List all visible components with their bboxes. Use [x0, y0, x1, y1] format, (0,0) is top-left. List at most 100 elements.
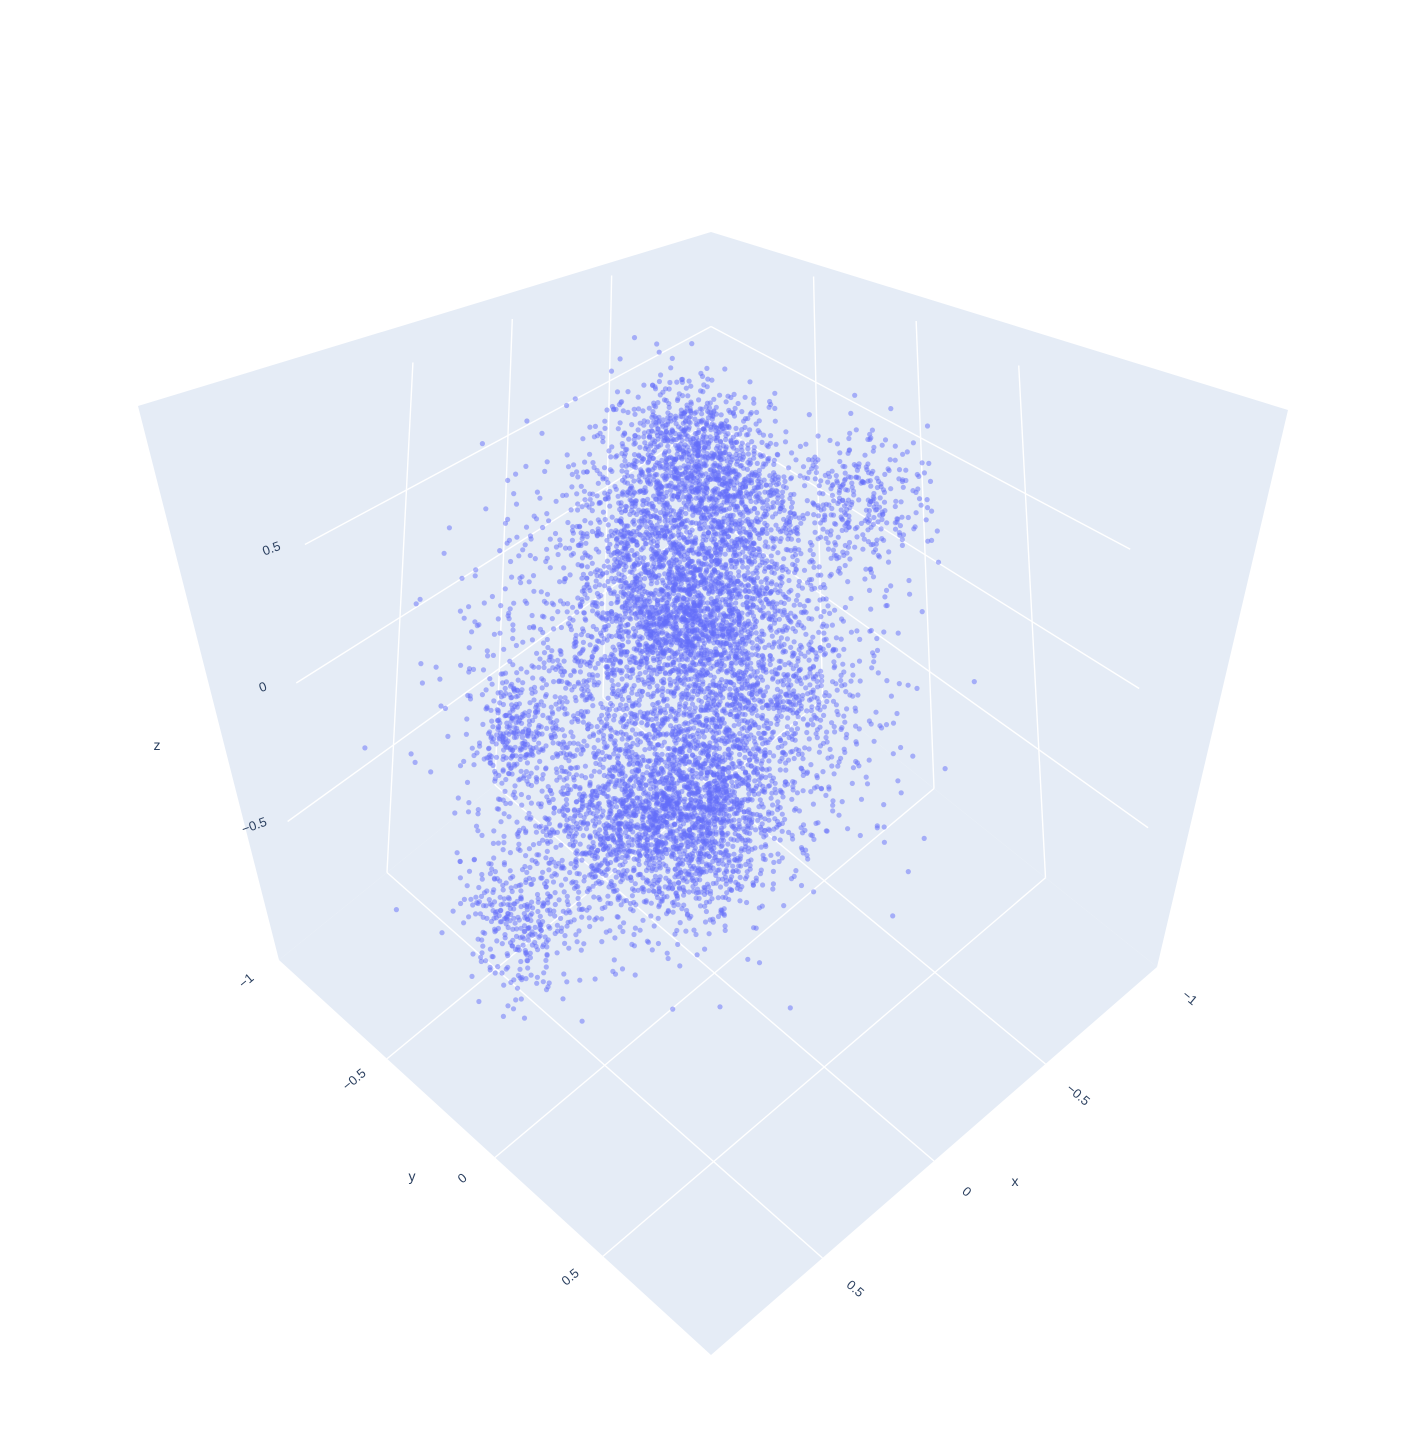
scatter-point[interactable]: [583, 552, 589, 558]
scatter-point[interactable]: [882, 594, 888, 600]
scatter-point[interactable]: [605, 861, 611, 867]
scatter-point[interactable]: [789, 796, 795, 802]
scatter-point[interactable]: [528, 800, 535, 806]
scatter-point[interactable]: [682, 504, 689, 510]
scatter-point[interactable]: [627, 485, 634, 491]
scatter-point[interactable]: [601, 740, 607, 746]
scatter-point[interactable]: [839, 527, 845, 534]
scatter-point[interactable]: [781, 516, 787, 522]
scatter-point[interactable]: [579, 857, 585, 863]
scatter-point[interactable]: [657, 603, 664, 609]
scatter-point[interactable]: [753, 421, 759, 427]
scatter-point[interactable]: [579, 555, 586, 561]
scatter-point[interactable]: [726, 590, 732, 596]
scatter-point[interactable]: [596, 895, 602, 901]
scatter-point[interactable]: [572, 396, 578, 402]
scatter-point[interactable]: [581, 738, 587, 744]
scatter-point[interactable]: [645, 496, 651, 502]
scatter-point[interactable]: [739, 494, 745, 500]
scatter-point[interactable]: [648, 913, 654, 919]
scatter-point[interactable]: [756, 418, 762, 424]
scatter-point[interactable]: [716, 476, 722, 482]
scatter-point[interactable]: [687, 767, 693, 773]
scatter-point[interactable]: [582, 518, 588, 524]
scatter-point[interactable]: [770, 538, 776, 544]
scatter-point[interactable]: [714, 434, 721, 440]
scatter-point[interactable]: [642, 831, 649, 837]
scatter-point[interactable]: [624, 868, 630, 874]
scatter-point[interactable]: [653, 587, 659, 593]
scatter-point[interactable]: [708, 596, 714, 602]
scatter-point[interactable]: [618, 539, 624, 545]
scatter-point[interactable]: [652, 414, 658, 420]
scatter-point[interactable]: [596, 594, 602, 600]
scatter-point[interactable]: [758, 579, 764, 585]
scatter-point[interactable]: [767, 473, 773, 479]
scatter-point[interactable]: [575, 595, 581, 601]
scatter-point[interactable]: [702, 556, 708, 562]
scatter-point[interactable]: [695, 890, 701, 896]
scatter-point[interactable]: [612, 971, 619, 977]
scatter-point[interactable]: [596, 500, 602, 507]
scatter-point[interactable]: [707, 453, 713, 459]
scatter-point[interactable]: [573, 857, 579, 863]
scatter-point[interactable]: [613, 454, 619, 460]
scatter-point[interactable]: [723, 668, 730, 674]
scatter-point[interactable]: [796, 547, 802, 553]
scatter-point[interactable]: [701, 432, 707, 438]
scatter-point[interactable]: [709, 377, 715, 383]
scatter-point[interactable]: [655, 940, 662, 947]
scatter-point[interactable]: [646, 434, 652, 440]
scatter-point[interactable]: [574, 747, 580, 753]
scatter-point[interactable]: [673, 421, 679, 427]
scatter-point[interactable]: [642, 541, 649, 547]
scatter-point[interactable]: [601, 563, 607, 569]
scatter-point[interactable]: [670, 909, 676, 915]
scatter-point[interactable]: [656, 349, 662, 355]
scatter-point[interactable]: [701, 734, 707, 740]
scatter-point[interactable]: [803, 441, 809, 447]
scatter-point[interactable]: [682, 432, 688, 438]
scatter-point[interactable]: [782, 478, 788, 484]
scatter-point[interactable]: [645, 468, 652, 474]
scatter-point[interactable]: [619, 676, 625, 682]
scatter-point[interactable]: [620, 443, 626, 449]
scatter-point[interactable]: [679, 627, 686, 633]
scatter-point[interactable]: [771, 835, 778, 842]
scatter-point[interactable]: [561, 812, 567, 818]
scatter-point[interactable]: [648, 900, 654, 906]
scatter-point[interactable]: [777, 837, 783, 843]
scatter-point[interactable]: [666, 504, 672, 510]
scatter-point[interactable]: [619, 813, 625, 819]
scatter-point[interactable]: [798, 520, 804, 526]
scatter-point[interactable]: [701, 382, 707, 388]
scatter-point[interactable]: [738, 444, 744, 450]
scatter-point[interactable]: [629, 893, 636, 899]
scatter-point[interactable]: [615, 493, 621, 499]
scatter-point[interactable]: [605, 545, 612, 551]
scatter-point[interactable]: [693, 421, 699, 427]
scatter-point[interactable]: [717, 551, 723, 558]
scatter-point[interactable]: [657, 465, 663, 471]
scatter-point[interactable]: [621, 574, 628, 581]
scatter-point[interactable]: [798, 551, 804, 557]
scatter-point[interactable]: [673, 413, 679, 419]
scatter-point[interactable]: [619, 532, 625, 538]
scatter-point[interactable]: [692, 461, 699, 467]
scatter-point[interactable]: [540, 869, 546, 875]
scatter-point[interactable]: [565, 464, 572, 470]
scatter-point[interactable]: [768, 795, 774, 801]
scatter-point[interactable]: [679, 546, 686, 552]
scatter-point[interactable]: [790, 554, 796, 560]
scatter-point[interactable]: [752, 596, 758, 602]
scatter-point[interactable]: [713, 404, 719, 410]
scatter-point[interactable]: [768, 553, 774, 559]
scatter-point[interactable]: [563, 492, 570, 498]
scatter-point[interactable]: [527, 864, 533, 871]
scatter-point[interactable]: [631, 490, 637, 496]
scatter-point[interactable]: [678, 407, 684, 413]
scatter-point[interactable]: [722, 450, 728, 456]
scatter-point[interactable]: [768, 527, 774, 533]
scatter-point[interactable]: [684, 444, 691, 450]
scatter-point[interactable]: [613, 406, 619, 412]
